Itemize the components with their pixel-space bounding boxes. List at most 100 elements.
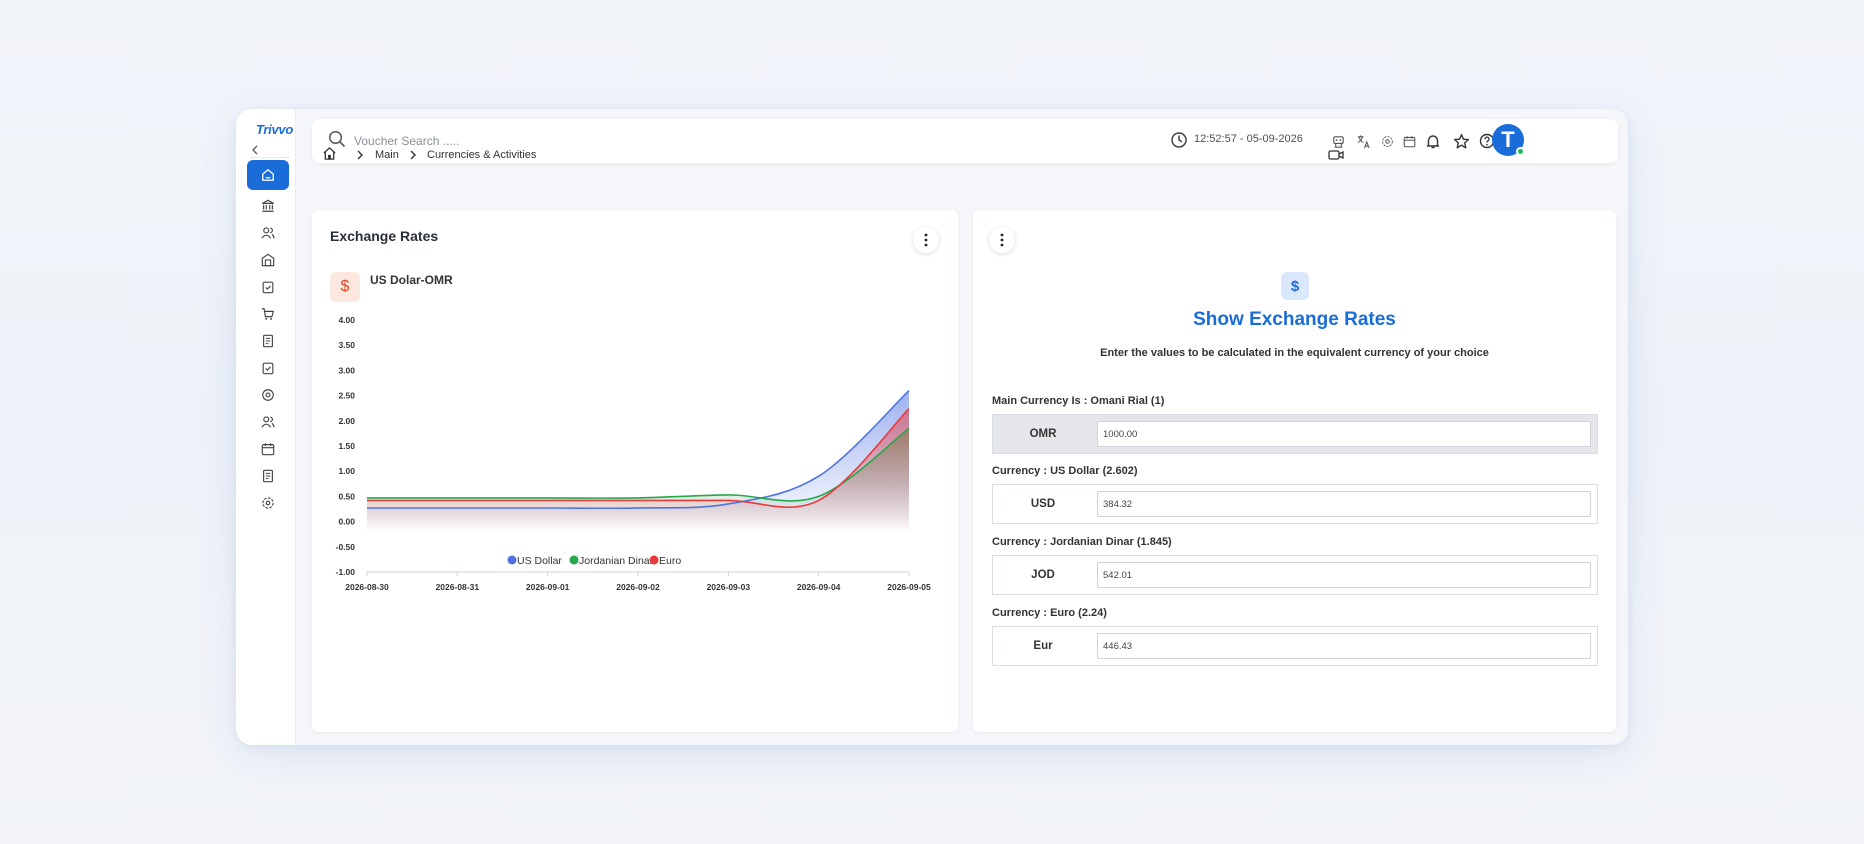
omr-amount-input[interactable]: [1097, 421, 1591, 447]
jod-amount-input[interactable]: [1097, 562, 1591, 588]
home-icon: [262, 169, 274, 181]
sidebar-item-invoices[interactable]: [247, 326, 289, 356]
currency-code: Eur: [1033, 640, 1053, 652]
sidebar-item-users[interactable]: [247, 218, 289, 248]
currency-row-eur: Eur: [992, 626, 1598, 666]
sidebar: Trivvo: [236, 109, 296, 745]
currency-label-jod: Currency : Jordanian Dinar (1.845): [992, 536, 1172, 548]
x-tick-label: 2026-08-30: [345, 582, 389, 590]
currency-code: JOD: [1031, 569, 1055, 581]
usd-amount-input[interactable]: [1097, 491, 1591, 517]
eur-amount-input[interactable]: [1097, 633, 1591, 659]
exchange-rates-card: Exchange Rates $ US Dolar-OMR 4.00 3.50 3.…: [312, 210, 958, 732]
search-icon[interactable]: [328, 130, 346, 153]
sidebar-item-home[interactable]: [247, 160, 289, 190]
x-tick-label: 2026-09-01: [526, 582, 570, 590]
users-icon: [261, 416, 275, 428]
currency-row-jod: JOD: [992, 555, 1598, 595]
voucher-search-input[interactable]: [354, 131, 654, 151]
users-icon: [261, 227, 275, 239]
legend-label: US Dollar: [517, 555, 562, 567]
currency-pair-label: US Dolar-OMR: [370, 273, 453, 287]
avatar-initial: T: [1501, 127, 1515, 152]
online-status-dot: [1516, 147, 1525, 156]
clipboard-check-icon: [262, 281, 274, 294]
legend-marker: [507, 555, 517, 565]
star-icon[interactable]: [1451, 131, 1471, 151]
sidebar-item-settings[interactable]: [247, 380, 289, 410]
sidebar-item-preferences[interactable]: [247, 488, 289, 518]
dollar-icon: $: [1281, 272, 1309, 300]
x-tick-label: 2026-09-02: [616, 582, 660, 590]
translate-icon[interactable]: [1353, 131, 1373, 151]
sidebar-item-bank[interactable]: [247, 191, 289, 221]
series-line-euro: [366, 408, 910, 508]
series-line-jordanian-dinar: [367, 427, 910, 502]
y-tick-label: 2.00: [338, 416, 355, 426]
y-tick-label: 1.50: [338, 441, 355, 451]
show-exchange-rates-card: $ Show Exchange Rates Enter the values t…: [973, 210, 1616, 732]
clipboard-check-icon: [262, 362, 274, 375]
legend-marker: [569, 555, 579, 565]
exchange-rate-chart: 4.00 3.50 3.00 2.50 2.00 1.50 1.00 0.50 0.00 -0.5…: [336, 315, 931, 590]
chevron-left-icon: [252, 145, 258, 155]
y-tick-label: 3.00: [338, 365, 355, 375]
bell-icon[interactable]: [1423, 131, 1443, 151]
y-tick-label: 0.50: [338, 491, 355, 501]
x-tick-label: 2026-09-05: [887, 582, 931, 590]
warehouse-icon: [261, 253, 275, 267]
clock-icon: [1170, 131, 1188, 154]
y-tick-label: 3.50: [338, 340, 355, 350]
card-heading: Show Exchange Rates: [1193, 309, 1396, 330]
breadcrumb-current: Currencies & Activities: [427, 149, 537, 161]
settings-icon[interactable]: [1377, 131, 1397, 151]
currency-row-omr: OMR: [992, 414, 1598, 454]
currency-label-usd: Currency : US Dollar (2.602): [992, 465, 1138, 477]
app-logo: Trivvo: [256, 122, 293, 137]
card-title: Exchange Rates: [330, 228, 439, 244]
legend-label: Jordanian Dinar: [579, 555, 654, 567]
y-tick-label: -1.00: [336, 567, 356, 577]
breadcrumb-main[interactable]: Main: [375, 149, 399, 161]
series-area-us-dollar: [367, 390, 909, 532]
y-tick-label: 1.00: [338, 466, 355, 476]
robot-icon[interactable]: [1328, 131, 1348, 151]
calendar-icon[interactable]: [1399, 131, 1419, 151]
sidebar-item-calendar[interactable]: [247, 434, 289, 464]
dollar-icon: $: [330, 272, 360, 302]
chevron-right-icon: [355, 148, 365, 166]
currency-code: OMR: [1029, 428, 1057, 440]
calendar-icon: [261, 443, 275, 456]
card-instructions: Enter the values to be calculated in the…: [1100, 347, 1489, 359]
sidebar-item-reports[interactable]: [247, 461, 289, 491]
y-tick-label: 4.00: [338, 315, 355, 325]
x-tick-label: 2026-09-04: [797, 582, 841, 590]
sidebar-item-tasks[interactable]: [247, 272, 289, 302]
sidebar-item-warehouse[interactable]: [247, 245, 289, 275]
y-tick-label: -0.50: [336, 542, 356, 552]
bank-icon: [262, 199, 274, 212]
more-options-button[interactable]: [989, 227, 1015, 253]
user-avatar[interactable]: T: [1492, 124, 1525, 156]
series-line-us-dollar: [367, 389, 910, 510]
sidebar-item-customers[interactable]: [247, 407, 289, 437]
chevron-right-icon: [408, 148, 418, 166]
sidebar-item-cart[interactable]: [247, 299, 289, 329]
video-icon[interactable]: [1328, 148, 1344, 166]
kebab-icon: [1000, 233, 1004, 247]
cart-icon: [261, 308, 274, 320]
home-icon[interactable]: [322, 146, 337, 166]
y-tick-label: 2.50: [338, 391, 355, 401]
legend-marker: [649, 555, 659, 565]
sidebar-collapse-button[interactable]: [250, 144, 290, 158]
datetime-display: 12:52:57 - 05-09-2026: [1194, 133, 1303, 145]
currency-code: USD: [1030, 498, 1056, 510]
gear-icon: [262, 389, 274, 401]
more-options-button[interactable]: [913, 227, 939, 253]
currency-label-eur: Currency : Euro (2.24): [992, 607, 1107, 619]
sidebar-item-approvals[interactable]: [247, 353, 289, 383]
y-tick-label: 0.00: [338, 517, 355, 527]
currency-row-usd: USD: [992, 484, 1598, 524]
cog-icon: [262, 497, 274, 509]
main-currency-label: Main Currency Is : Omani Rial (1): [992, 395, 1165, 407]
